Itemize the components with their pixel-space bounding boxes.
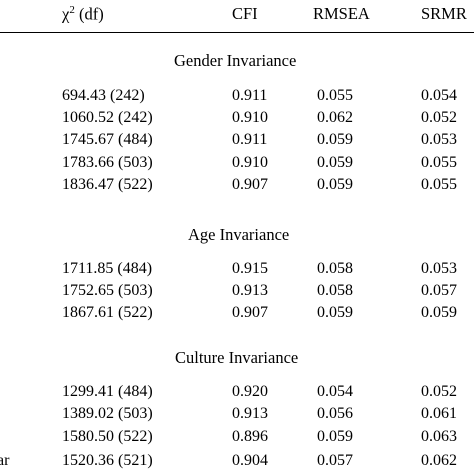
- section-title-gender: Gender Invariance: [174, 51, 297, 70]
- cell-chi: 1711.85 (484): [62, 260, 153, 277]
- cell-cfi: 0.896: [232, 428, 268, 445]
- header-rmsea: RMSEA: [313, 4, 370, 23]
- cell-rmsea: 0.054: [317, 383, 353, 400]
- cell-cfi: 0.904: [232, 452, 268, 469]
- section-title-age: Age Invariance: [188, 225, 290, 244]
- cell-chi: 1783.66 (503): [62, 154, 153, 171]
- cell-rmsea: 0.059: [317, 304, 353, 321]
- cell-srmr: 0.055: [421, 176, 457, 193]
- cell-cfi: 0.913: [232, 405, 268, 422]
- cell-rmsea: 0.055: [317, 87, 353, 104]
- cell-rmsea: 0.059: [317, 131, 353, 148]
- cell-chi: 694.43 (242): [62, 87, 145, 104]
- cell-cfi: 0.911: [232, 131, 268, 148]
- cell-cfi: 0.913: [232, 282, 268, 299]
- cell-rmsea: 0.057: [317, 452, 353, 469]
- cell-srmr: 0.062: [421, 452, 457, 469]
- cell-chi: 1580.50 (522): [62, 428, 153, 445]
- cell-srmr: 0.053: [421, 131, 457, 148]
- header-cfi: CFI: [232, 4, 258, 23]
- cell-chi: 1520.36 (521): [62, 452, 153, 469]
- cell-chi: 1060.52 (242): [62, 109, 153, 126]
- cell-rmsea: 0.062: [317, 109, 353, 126]
- cell-cfi: 0.915: [232, 260, 268, 277]
- cell-chi: 1752.65 (503): [62, 282, 153, 299]
- cell-srmr: 0.059: [421, 304, 457, 321]
- cell-rmsea: 0.058: [317, 260, 353, 277]
- cell-cfi: 0.910: [232, 154, 268, 171]
- cell-cfi: 0.907: [232, 176, 268, 193]
- cell-srmr: 0.063: [421, 428, 457, 445]
- cell-cfi: 0.920: [232, 383, 268, 400]
- cell-cfi: 0.911: [232, 87, 268, 104]
- cell-rmsea: 0.058: [317, 282, 353, 299]
- cell-cfi: 0.907: [232, 304, 268, 321]
- chi-symbol: χ: [62, 4, 70, 24]
- cell-rmsea: 0.059: [317, 154, 353, 171]
- header-srmr: SRMR: [421, 4, 467, 23]
- cell-chi: 1867.61 (522): [62, 304, 153, 321]
- cell-srmr: 0.053: [421, 260, 457, 277]
- cell-srmr: 0.052: [421, 109, 457, 126]
- cell-row-label: ar: [0, 452, 10, 469]
- cell-srmr: 0.054: [421, 87, 457, 104]
- cell-chi: 1389.02 (503): [62, 405, 153, 422]
- header-chi-square: χ2 (df): [62, 4, 104, 25]
- section-title-culture: Culture Invariance: [175, 348, 299, 367]
- cell-chi: 1745.67 (484): [62, 131, 153, 148]
- cell-srmr: 0.055: [421, 154, 457, 171]
- chi-superscript: 2: [69, 4, 75, 16]
- cell-chi: 1299.41 (484): [62, 383, 153, 400]
- cell-srmr: 0.052: [421, 383, 457, 400]
- cell-srmr: 0.057: [421, 282, 457, 299]
- cell-chi: 1836.47 (522): [62, 176, 153, 193]
- cell-rmsea: 0.059: [317, 176, 353, 193]
- chi-df-label: (df): [74, 4, 104, 24]
- cell-srmr: 0.061: [421, 405, 457, 422]
- cell-cfi: 0.910: [232, 109, 268, 126]
- header-rule: [0, 32, 474, 33]
- cell-rmsea: 0.059: [317, 428, 353, 445]
- cell-rmsea: 0.056: [317, 405, 353, 422]
